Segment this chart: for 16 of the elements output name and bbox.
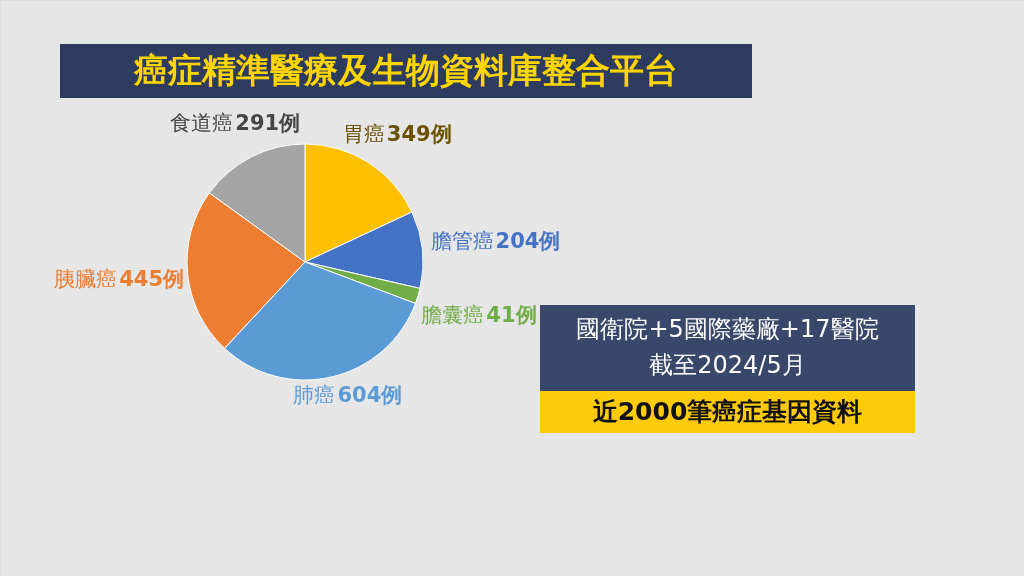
slice-label: 胃癌 (342, 122, 385, 146)
text: 截至2024/5月 (649, 351, 806, 379)
text: 國衛院+5國際藥廠+17醫院 (576, 315, 879, 343)
data-label: 41例 (486, 303, 537, 328)
data-label: 445例 (119, 267, 185, 292)
data-label: 349例 (386, 122, 452, 146)
slice-label: 膽管癌 (430, 228, 494, 253)
text: 近2000筆癌症基因資料 (592, 397, 863, 426)
data-label: 604例 (337, 382, 403, 407)
data-label: 204例 (495, 228, 561, 253)
slice-label: 食道癌 (170, 110, 234, 135)
data-label: 291例 (235, 110, 301, 135)
chart-title: 癌症精準醫療及生物資料庫整合平台 (133, 50, 678, 90)
slice-label: 胰臟癌 (54, 267, 118, 292)
slice-label: 肺癌 (293, 382, 336, 407)
slice-label: 膽囊癌 (421, 303, 485, 328)
